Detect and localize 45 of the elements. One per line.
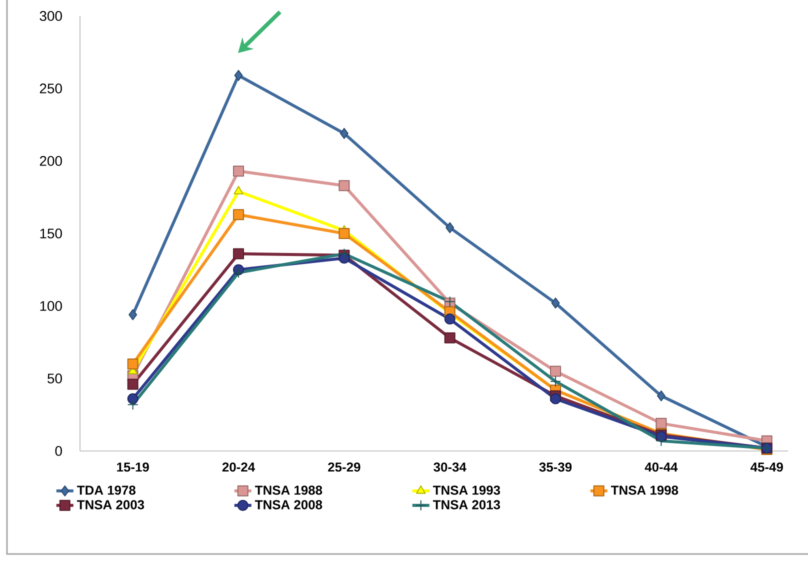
point — [127, 399, 138, 410]
point — [127, 393, 138, 404]
y-tick-label: 50 — [48, 374, 62, 384]
legend-label: TDA 1978 — [77, 486, 136, 495]
y-tick-label: 250 — [40, 84, 62, 94]
point — [446, 222, 454, 234]
y-tick-label: 300 — [40, 11, 62, 21]
x-tick-label: 45-49 — [750, 462, 783, 472]
legend-label: TNSA 1988 — [255, 486, 322, 495]
point — [444, 332, 456, 344]
point — [128, 309, 138, 320]
y-tick-label: 0 — [55, 446, 62, 456]
point — [444, 314, 456, 325]
point — [233, 209, 244, 220]
point — [233, 248, 244, 260]
point — [550, 366, 562, 377]
point — [234, 186, 244, 194]
point — [551, 298, 560, 309]
point — [233, 166, 244, 177]
point — [234, 70, 243, 81]
point — [656, 435, 667, 446]
point — [338, 228, 350, 239]
point — [550, 393, 562, 404]
point — [127, 378, 138, 390]
x-tick-label: 40-44 — [644, 462, 678, 472]
legend-label: TNSA 2008 — [255, 500, 322, 510]
point — [338, 180, 350, 192]
legend-label: TNSA 1998 — [610, 486, 678, 495]
legend-label: TNSA 1993 — [433, 486, 500, 495]
legend-label: TNSA 2013 — [433, 500, 500, 510]
x-tick-label: 15-19 — [117, 462, 149, 472]
x-tick-label: 35-39 — [539, 462, 572, 472]
point — [656, 418, 667, 429]
point — [233, 267, 244, 278]
y-tick-label: 150 — [40, 228, 62, 238]
y-tick-label: 100 — [40, 301, 62, 311]
x-tick-label: 20-24 — [222, 462, 256, 472]
point — [550, 376, 562, 387]
legend-label: TNSA 2003 — [77, 500, 144, 510]
point — [340, 128, 348, 139]
x-tick-label: 30-34 — [434, 462, 466, 472]
x-tick-label: 25-29 — [328, 462, 360, 472]
point — [656, 390, 666, 402]
point — [127, 358, 138, 370]
y-tick-label: 200 — [40, 156, 62, 166]
